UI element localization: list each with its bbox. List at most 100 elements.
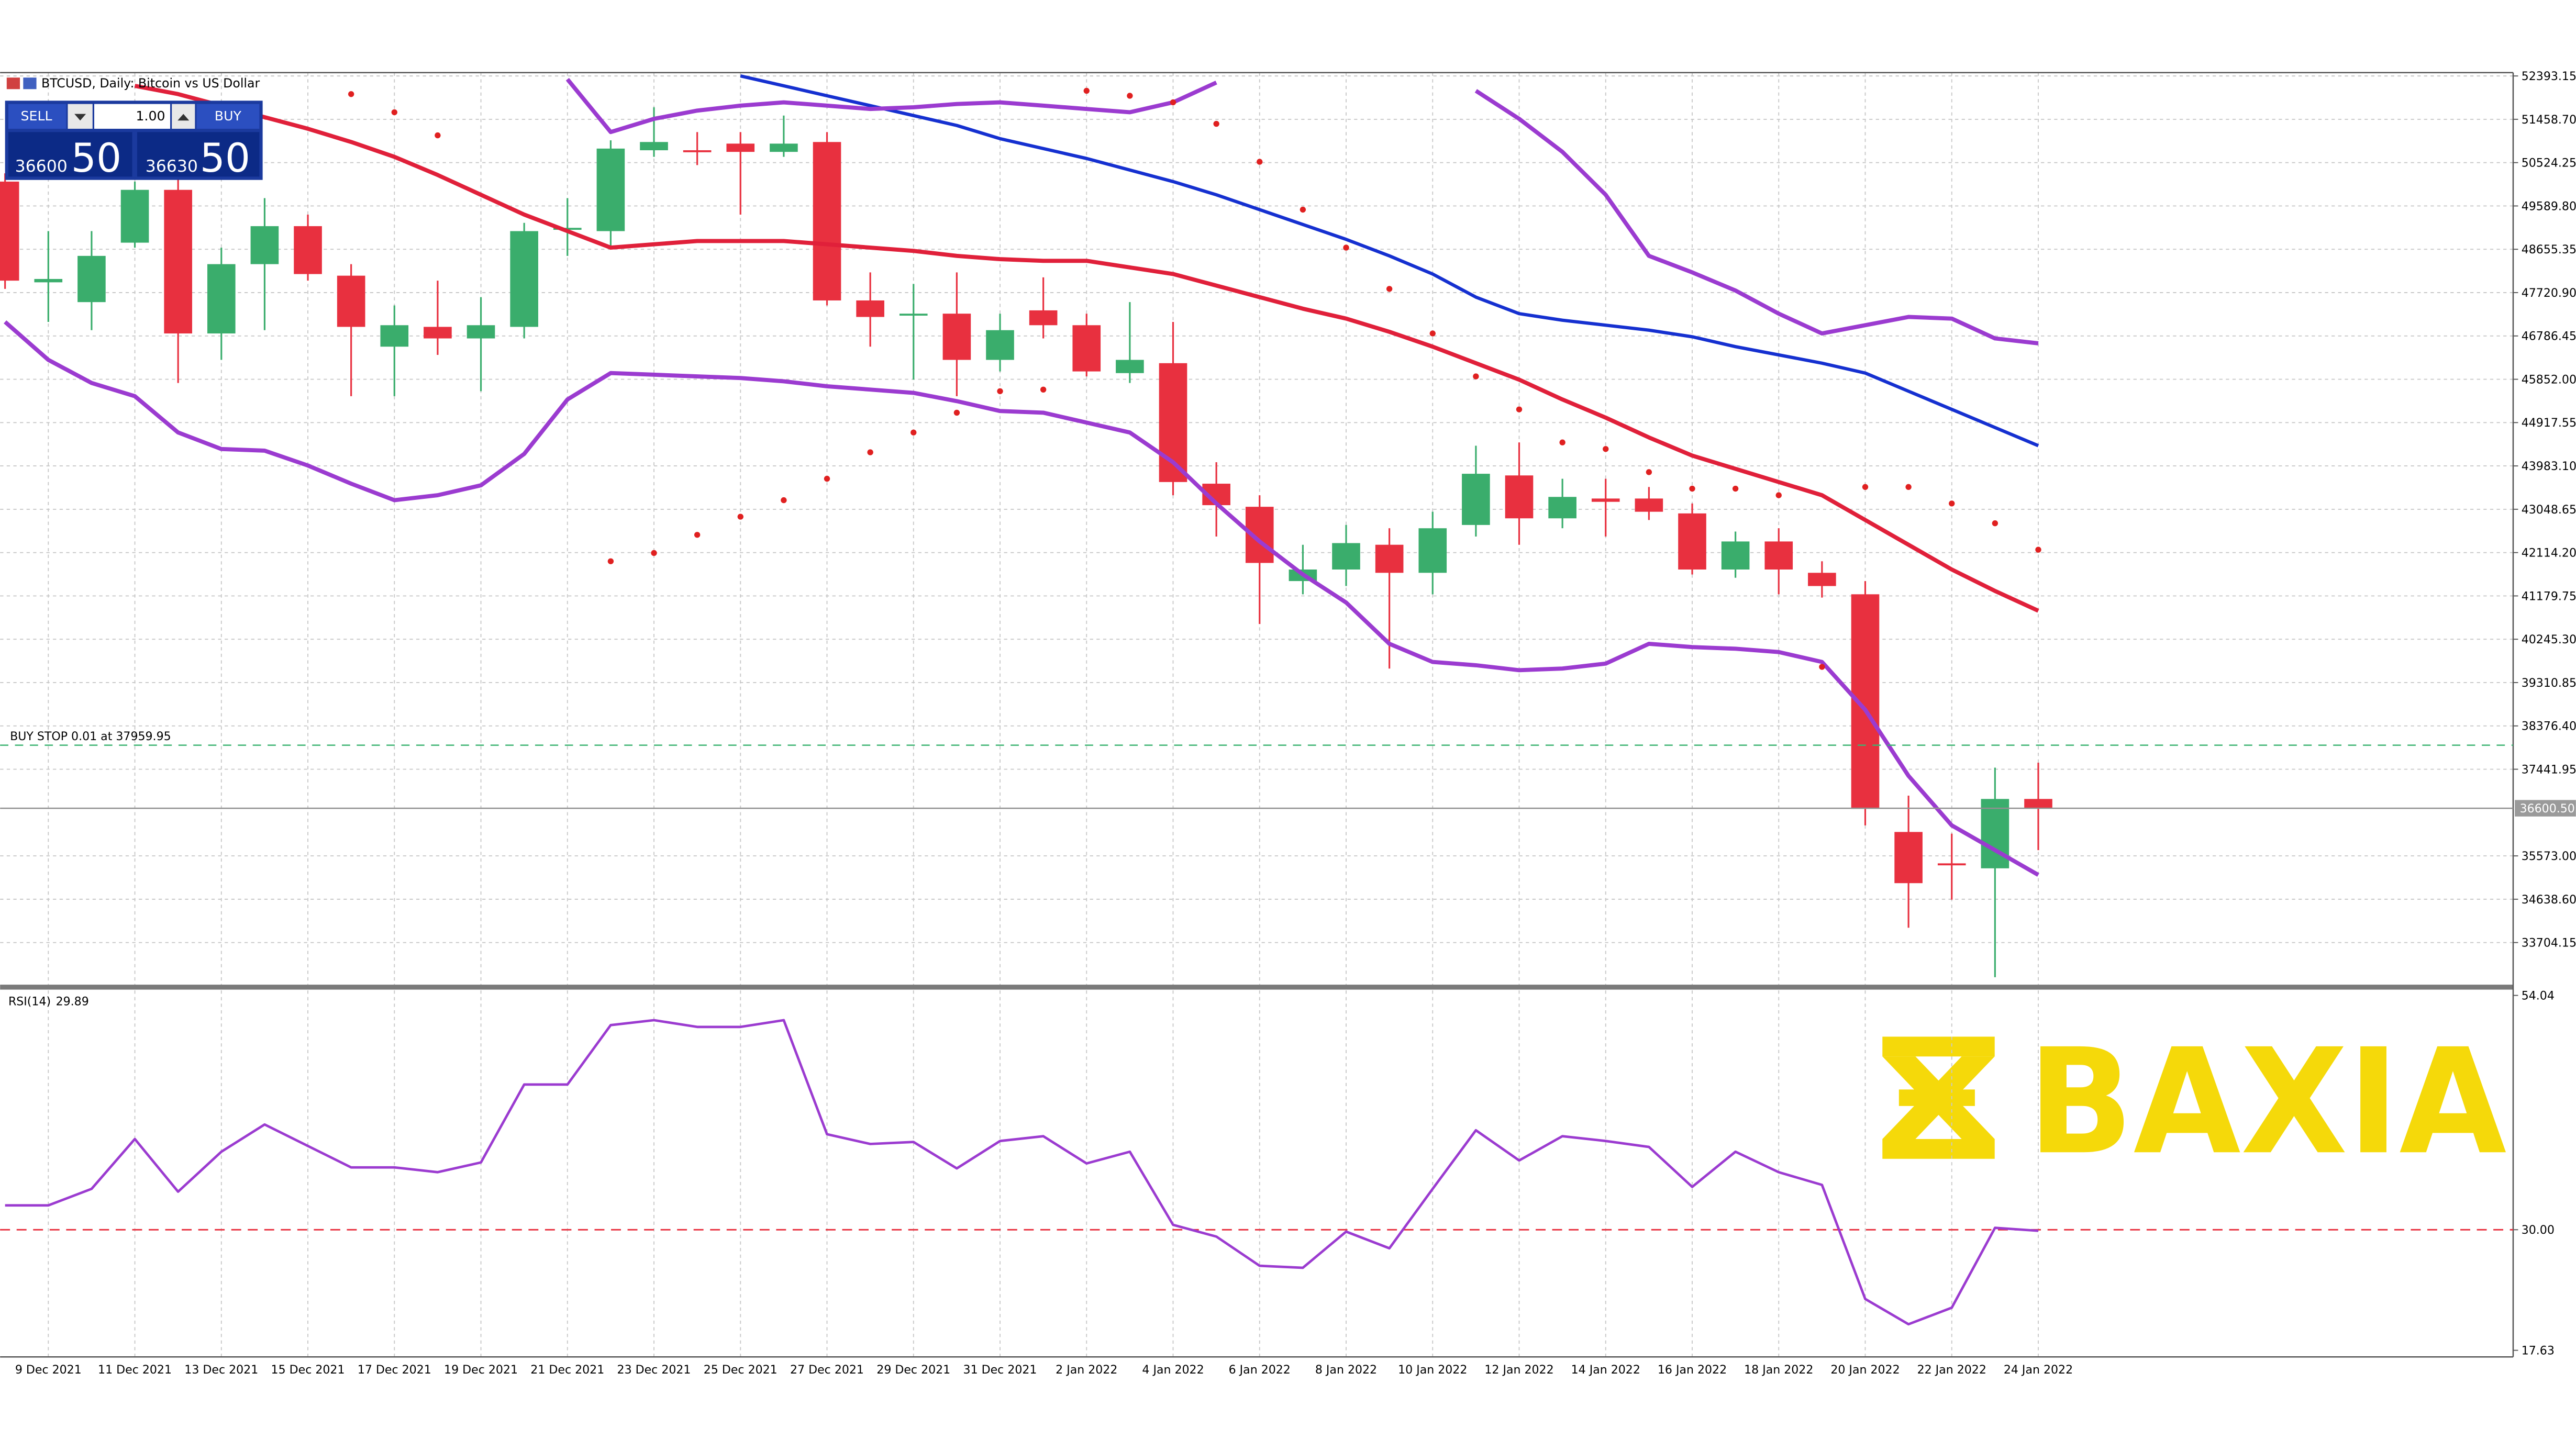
x-tick-label: 8 Jan 2022 [1315, 1364, 1377, 1377]
y-tick-label: 30.00 [2522, 1224, 2555, 1237]
y-tick-label: 43983.10 [2522, 460, 2576, 473]
y-tick-label: 37441.95 [2522, 763, 2576, 776]
sell-button[interactable] [8, 104, 66, 129]
y-tick-label: 40245.30 [2522, 633, 2576, 646]
candle-body [380, 325, 409, 347]
sar-dot [607, 558, 614, 564]
sar-dot [1083, 87, 1090, 94]
candle-body [77, 255, 106, 303]
candle-body [683, 150, 712, 152]
y-tick-label: 47720.90 [2522, 287, 2576, 300]
x-tick-label: 15 Dec 2021 [271, 1364, 345, 1377]
sar-dot [953, 409, 960, 416]
x-tick-label: 2 Jan 2022 [1056, 1364, 1117, 1377]
candle-body [1548, 497, 1576, 519]
candle-body [294, 226, 322, 274]
candle-body [1721, 541, 1750, 570]
x-tick-label: 19 Dec 2021 [444, 1364, 518, 1377]
candle-body [1332, 543, 1360, 570]
indicator-line [134, 84, 2039, 613]
sar-dot [1257, 159, 1263, 165]
sar-dot [1603, 446, 1609, 452]
candle-body [424, 327, 452, 339]
candle-body [1072, 325, 1101, 372]
indicator-line [740, 74, 2039, 448]
y-tick-label: 38376.40 [2522, 720, 2576, 733]
y-tick-label: 46786.45 [2522, 330, 2576, 343]
sar-dot [1646, 469, 1652, 475]
candle-body [596, 148, 625, 231]
sar-dot [867, 449, 873, 455]
trade-panel: BTCUSD, Daily: Bitcoin vs US Dollar SELL… [5, 76, 263, 181]
candle-body [250, 226, 279, 264]
sar-dot [1429, 330, 1436, 337]
x-tick-label: 27 Dec 2021 [790, 1364, 864, 1377]
order-label: BUY STOP 0.01 at 37959.95 [10, 730, 171, 743]
y-tick-label: 54.04 [2522, 989, 2555, 1002]
sar-dot [1862, 484, 1869, 490]
sar-dot [1905, 484, 1912, 490]
indicator-name: RSI(14) [8, 996, 51, 1009]
sar-dot [1689, 485, 1695, 492]
x-tick-label: 12 Jan 2022 [1484, 1364, 1553, 1377]
y-tick-label: 43048.65 [2522, 504, 2576, 517]
candle-body [1937, 863, 1966, 866]
candle-body [553, 228, 582, 230]
indicator-value: 29.89 [56, 996, 89, 1009]
logo-bar [1882, 1036, 1995, 1057]
ask-main: 36630 [146, 157, 198, 176]
candle-body [120, 189, 149, 243]
x-tick-label: 11 Dec 2021 [98, 1364, 172, 1377]
volume-field[interactable] [94, 104, 171, 129]
logo-bar [1882, 1139, 1995, 1159]
sar-dot [1040, 386, 1047, 393]
icon [6, 77, 20, 90]
candle-body [1116, 360, 1144, 373]
candle-body [899, 314, 928, 316]
candle-body [1678, 513, 1706, 570]
candle-body [1808, 573, 1836, 586]
y-tick-label: 34638.60 [2522, 894, 2576, 907]
sar-dot [911, 429, 917, 436]
sar-dot [1775, 492, 1782, 498]
candle-body [164, 189, 192, 334]
x-tick-label: 20 Jan 2022 [1830, 1364, 1900, 1377]
sar-dot [1732, 485, 1739, 492]
sar-dot [1559, 439, 1565, 445]
bid-big: 50 [71, 135, 121, 181]
candle-body [726, 143, 755, 152]
sar-dot [348, 91, 354, 97]
candle-body [942, 314, 971, 360]
sar-dot [1386, 286, 1393, 292]
y-tick-label: 52393.15 [2522, 70, 2576, 83]
candle-body [1462, 474, 1490, 525]
sar-dot [435, 132, 441, 139]
y-tick-label: 33704.15 [2522, 937, 2576, 950]
y-tick-label: 44917.55 [2522, 417, 2576, 430]
logo-stroke [1882, 1056, 1995, 1139]
sar-dot [824, 475, 830, 482]
sar-dot [694, 532, 701, 538]
x-tick-label: 14 Jan 2022 [1571, 1364, 1640, 1377]
sar-dot [997, 388, 1003, 395]
candle-body [337, 275, 365, 327]
x-tick-label: 16 Jan 2022 [1658, 1364, 1727, 1377]
x-tick-label: 4 Jan 2022 [1142, 1364, 1204, 1377]
bid-box[interactable] [8, 132, 132, 177]
indicator-line [565, 77, 2039, 345]
buy-label[interactable]: BUY [215, 108, 242, 124]
y-tick-label: 48655.35 [2522, 243, 2576, 256]
buy-button[interactable] [196, 104, 260, 129]
sell-label[interactable]: SELL [21, 108, 52, 124]
candle-body [986, 330, 1014, 360]
watermark: BAXIA [2028, 1018, 2507, 1187]
ask-box[interactable] [137, 132, 260, 177]
sar-dot [737, 514, 743, 520]
y-tick-label: 50524.25 [2522, 157, 2576, 170]
sar-dot [1213, 120, 1219, 127]
candle-body [856, 300, 884, 317]
x-tick-label: 13 Dec 2021 [184, 1364, 258, 1377]
x-tick-label: 9 Dec 2021 [15, 1364, 82, 1377]
